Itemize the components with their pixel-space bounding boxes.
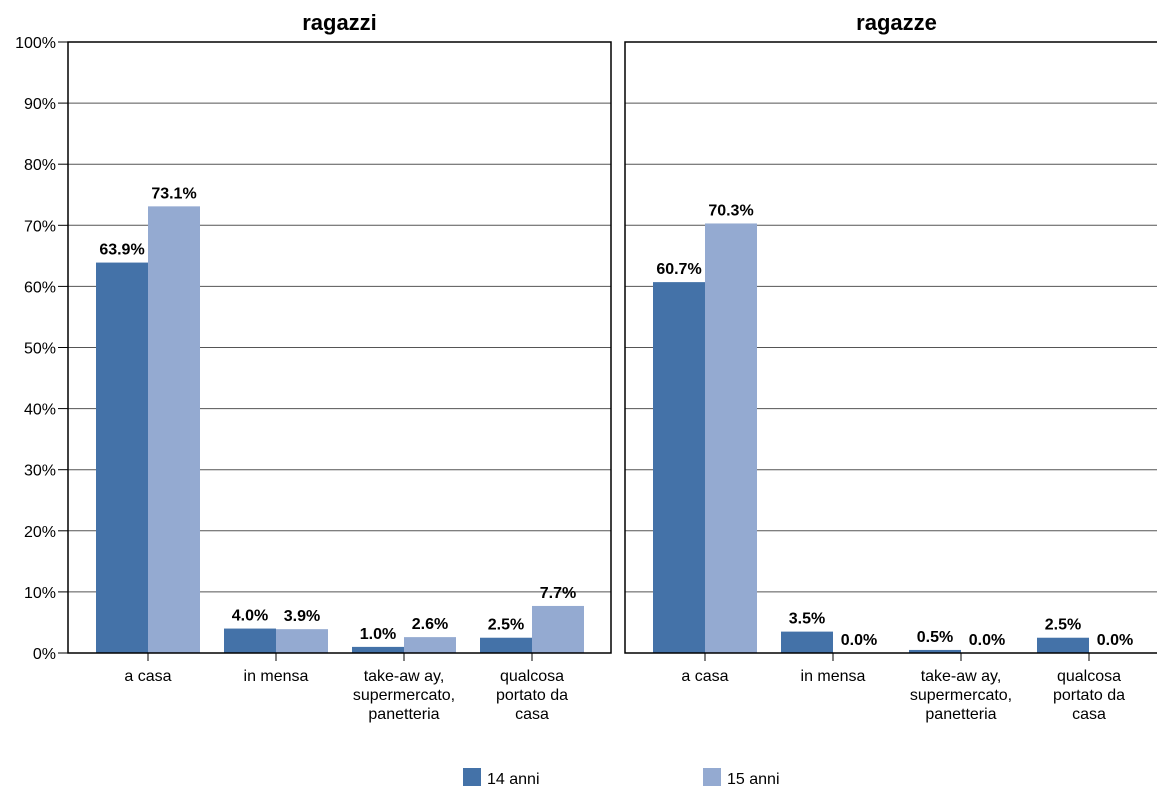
data-label: 1.0% (360, 626, 396, 643)
data-label: 2.5% (1045, 617, 1081, 634)
category-label: panetteria (925, 706, 996, 723)
data-label: 4.0% (232, 608, 268, 625)
category-label: supermercato, (910, 687, 1012, 704)
bar (224, 628, 276, 653)
y-tick-label: 30% (24, 463, 56, 480)
y-tick-label: 0% (33, 646, 56, 663)
category-label: portato da (1053, 687, 1125, 704)
bar (705, 223, 757, 654)
y-tick-label: 60% (24, 279, 56, 296)
category-label: panetteria (368, 706, 439, 723)
bar (148, 206, 200, 653)
y-tick-label: 90% (24, 96, 56, 113)
data-label: 0.5% (917, 629, 953, 646)
y-tick-label: 10% (24, 585, 56, 602)
data-label: 73.1% (151, 185, 196, 202)
category-label: casa (1072, 706, 1106, 723)
category-label: portato da (496, 687, 568, 704)
bar (96, 262, 148, 653)
bar (352, 646, 404, 653)
data-label: 3.9% (284, 608, 320, 625)
category-label: casa (515, 706, 549, 723)
category-label: take-aw ay, (921, 668, 1002, 685)
data-label: 60.7% (656, 261, 701, 278)
legend-swatch (463, 768, 481, 786)
y-tick-label: 80% (24, 157, 56, 174)
y-tick-label: 50% (24, 341, 56, 358)
data-label: 63.9% (99, 242, 144, 259)
category-label: qualcosa (1057, 668, 1121, 685)
category-label: supermercato, (353, 687, 455, 704)
panel-title: ragazze (856, 10, 937, 35)
y-tick-label: 20% (24, 524, 56, 541)
bar (404, 637, 456, 653)
data-label: 0.0% (1097, 632, 1133, 649)
category-label: qualcosa (500, 668, 564, 685)
bar (276, 629, 328, 653)
legend-swatch (703, 768, 721, 786)
data-label: 2.5% (488, 617, 524, 634)
legend-label: 14 anni (487, 771, 540, 787)
data-label: 7.7% (540, 585, 576, 602)
data-label: 3.5% (789, 611, 825, 628)
data-label: 0.0% (841, 632, 877, 649)
panel-frame (67, 41, 612, 654)
bar (653, 282, 705, 653)
y-tick-label: 70% (24, 218, 56, 235)
y-tick-label: 40% (24, 402, 56, 419)
data-label: 2.6% (412, 616, 448, 633)
data-label: 70.3% (708, 202, 753, 219)
bar (532, 605, 584, 653)
category-label: in mensa (244, 668, 309, 685)
y-tick-label: 100% (15, 35, 56, 52)
bar (1037, 637, 1089, 653)
panel-title: ragazzi (302, 10, 377, 35)
category-label: in mensa (801, 668, 866, 685)
category-label: a casa (124, 668, 171, 685)
bar (909, 649, 961, 653)
bar (480, 637, 532, 653)
category-label: take-aw ay, (364, 668, 445, 685)
data-label: 0.0% (969, 632, 1005, 649)
bar (781, 631, 833, 653)
legend-label: 15 anni (727, 771, 780, 787)
panel-frame (624, 41, 1157, 654)
category-label: a casa (681, 668, 728, 685)
